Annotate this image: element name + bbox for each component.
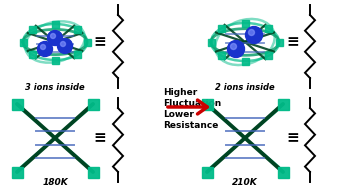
- FancyBboxPatch shape: [87, 167, 99, 177]
- Bar: [29, 26, 36, 33]
- Circle shape: [249, 29, 254, 36]
- Bar: [241, 19, 249, 26]
- Bar: [74, 26, 81, 33]
- Text: Higher
Fluctuation: Higher Fluctuation: [163, 88, 221, 108]
- Bar: [84, 39, 91, 46]
- Bar: [207, 39, 214, 46]
- Bar: [74, 51, 81, 58]
- Circle shape: [47, 30, 62, 46]
- FancyBboxPatch shape: [87, 98, 99, 109]
- FancyBboxPatch shape: [278, 167, 289, 177]
- Bar: [52, 20, 59, 28]
- Bar: [29, 51, 36, 58]
- Text: ≡: ≡: [287, 130, 299, 146]
- Circle shape: [60, 42, 66, 46]
- Text: 210K: 210K: [232, 178, 258, 187]
- Circle shape: [58, 39, 73, 53]
- Circle shape: [38, 42, 53, 57]
- FancyArrowPatch shape: [168, 100, 207, 114]
- FancyBboxPatch shape: [12, 98, 22, 109]
- Circle shape: [51, 33, 55, 39]
- Circle shape: [227, 40, 245, 57]
- FancyBboxPatch shape: [201, 98, 212, 109]
- Text: ≡: ≡: [287, 35, 299, 50]
- Text: ≡: ≡: [94, 130, 106, 146]
- FancyBboxPatch shape: [201, 167, 212, 177]
- Bar: [276, 39, 283, 46]
- Circle shape: [40, 44, 46, 50]
- Text: 3 ions inside: 3 ions inside: [25, 83, 85, 92]
- FancyBboxPatch shape: [278, 98, 289, 109]
- Bar: [52, 57, 59, 64]
- Bar: [218, 25, 225, 32]
- Bar: [218, 52, 225, 59]
- Circle shape: [245, 26, 263, 43]
- Text: ≡: ≡: [94, 35, 106, 50]
- Text: 2 ions inside: 2 ions inside: [215, 83, 275, 92]
- Bar: [265, 52, 272, 59]
- FancyBboxPatch shape: [12, 167, 22, 177]
- Bar: [241, 57, 249, 64]
- Bar: [20, 39, 26, 46]
- Text: 180K: 180K: [42, 178, 68, 187]
- Text: Lower
Resistance: Lower Resistance: [163, 110, 218, 130]
- Bar: [265, 25, 272, 32]
- Circle shape: [231, 43, 237, 50]
